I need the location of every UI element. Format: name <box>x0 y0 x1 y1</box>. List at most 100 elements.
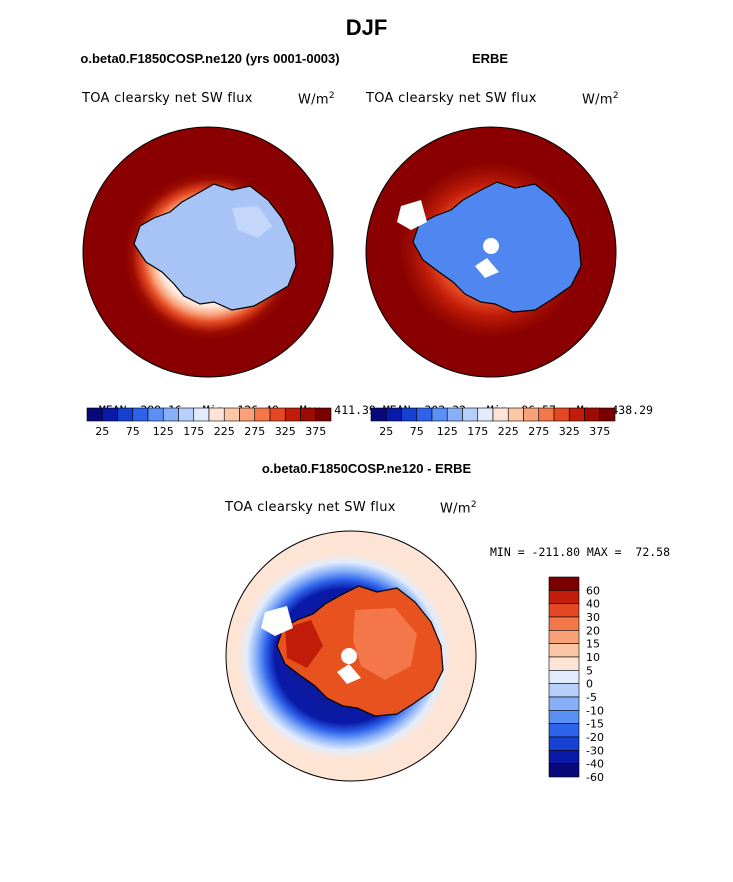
diff-colorbar-tick-label: -40 <box>586 758 604 771</box>
model-colorbar-tick-label: 175 <box>183 425 204 438</box>
model-colorbar-tick-label: 225 <box>214 425 235 438</box>
diff-colorbar-swatch <box>548 616 580 631</box>
obs-polar-map <box>365 126 617 378</box>
diff-units-exponent: 2 <box>470 500 477 510</box>
diff-map-border <box>225 530 477 782</box>
model-colorbar-swatch <box>132 407 149 422</box>
diff-colorbar-swatch <box>548 630 580 644</box>
model-colorbar-swatch <box>239 407 256 422</box>
diff-colorbar-swatch <box>548 683 580 698</box>
obs-colorbar-tick-label: 175 <box>467 425 488 438</box>
model-colorbar-tick-label: 375 <box>305 425 326 438</box>
diff-colorbar-tick-label: -5 <box>586 691 597 704</box>
diff-colorbar-swatch <box>548 603 580 618</box>
obs-colorbar-swatch <box>401 407 418 422</box>
obs-missing-data-patch-2 <box>475 258 499 278</box>
diff-missing-data-patch-2 <box>337 664 361 684</box>
diff-colorbar-swatch <box>548 763 580 778</box>
diff-colorbar-tick-label: -30 <box>586 744 604 757</box>
diff-pole-hole <box>341 648 357 664</box>
model-colorbar-swatch <box>193 407 210 422</box>
obs-colorbar-swatch <box>431 407 448 422</box>
model-colorbar-swatch <box>254 407 271 422</box>
difference-polar-map <box>225 530 477 782</box>
obs-units-text: W/m <box>582 92 613 108</box>
model-colorbar-tick-label: 275 <box>244 425 265 438</box>
obs-colorbar-swatch <box>584 407 601 422</box>
model-polar-map <box>82 126 334 378</box>
obs-colorbar-swatch <box>507 407 524 422</box>
obs-colorbar-tick-label: 25 <box>379 425 393 438</box>
diff-colorbar-swatch <box>548 723 580 738</box>
obs-units-exponent: 2 <box>612 91 619 101</box>
obs-colorbar-swatch <box>523 407 540 422</box>
diff-warm-core <box>353 608 417 680</box>
diff-colorbar-swatch <box>548 670 580 684</box>
diff-colorbar-tick-label: 15 <box>586 638 600 651</box>
diff-colorbar-swatch <box>548 710 580 724</box>
diff-missing-data-patch <box>261 606 293 636</box>
model-colorbar: 25 75 125 175 225 275 325 375 <box>86 407 332 438</box>
model-colorbar-swatch <box>147 407 164 422</box>
diff-variable-label: TOA clearsky net SW flux <box>225 500 396 515</box>
model-column-title: o.beta0.F1850COSP.ne120 (yrs 0001-0003) <box>80 51 340 66</box>
obs-colorbar: 25 75 125 175 225 275 325 375 <box>370 407 616 438</box>
diff-colorbar-tick-label: 60 <box>586 584 600 597</box>
obs-colorbar-swatch <box>492 407 509 422</box>
diff-colorbar-tick-label: 40 <box>586 598 600 611</box>
model-colorbar-tick-label: 25 <box>95 425 109 438</box>
model-units-exponent: 2 <box>328 91 335 101</box>
diff-peninsula-bias <box>285 620 323 668</box>
figure-title: DJF <box>345 15 388 40</box>
model-units-text: W/m <box>298 92 329 108</box>
obs-units-label: W/m2 <box>582 91 619 107</box>
diff-units-label: W/m2 <box>440 500 477 516</box>
diff-minmax-text: MIN = -211.80 MAX = 72.58 <box>490 545 671 559</box>
obs-column-title: ERBE <box>471 51 509 66</box>
model-colorbar-swatch <box>162 407 179 422</box>
obs-colorbar-tick-label: 375 <box>589 425 610 438</box>
obs-missing-data-patch <box>397 200 427 230</box>
diff-colorbar-swatch <box>548 736 580 751</box>
diff-colorbar-tick-label: 10 <box>586 651 600 664</box>
obs-colorbar-swatch <box>599 407 616 422</box>
diff-colorbar-swatch <box>548 696 580 711</box>
diff-colorbar-tick-label: 5 <box>586 664 593 677</box>
model-colorbar-swatch <box>86 407 103 422</box>
model-map-border <box>82 126 334 378</box>
obs-colorbar-swatch <box>370 407 387 422</box>
obs-variable-label: TOA clearsky net SW flux <box>366 91 537 106</box>
diff-colorbar-tick-label: -20 <box>586 731 604 744</box>
model-colorbar-swatch <box>117 407 134 422</box>
difference-title: o.beta0.F1850COSP.ne120 - ERBE <box>261 461 472 476</box>
diff-colorbar-swatch <box>548 576 580 591</box>
model-colorbar-swatch <box>178 407 195 422</box>
diff-colorbar-tick-label: 30 <box>586 611 600 624</box>
obs-pole-hole <box>483 238 499 254</box>
model-colorbar-swatch <box>101 407 118 422</box>
obs-colorbar-swatch <box>446 407 463 422</box>
diff-colorbar-tick-label: -10 <box>586 704 604 717</box>
model-low-flux-patch <box>232 206 272 238</box>
obs-colorbar-tick-label: 275 <box>528 425 549 438</box>
diff-colorbar-swatch <box>548 750 580 764</box>
model-variable-label: TOA clearsky net SW flux <box>82 91 253 106</box>
obs-colorbar-swatch <box>538 407 555 422</box>
model-colorbar-tick-label: 75 <box>126 425 140 438</box>
diff-colorbar-swatch <box>548 643 580 658</box>
model-colorbar-swatch <box>269 407 286 422</box>
diff-colorbar-tick-label: -15 <box>586 718 604 731</box>
model-colorbar-tick-label: 325 <box>275 425 296 438</box>
model-colorbar-swatch <box>315 407 332 422</box>
obs-colorbar-tick-label: 75 <box>410 425 424 438</box>
obs-colorbar-swatch <box>385 407 402 422</box>
diff-colorbar-tick-label: -60 <box>586 771 604 784</box>
diff-colorbar-tick-label: 0 <box>586 678 593 691</box>
obs-colorbar-swatch <box>416 407 433 422</box>
obs-colorbar-tick-label: 325 <box>559 425 580 438</box>
obs-map-border <box>365 126 617 378</box>
obs-colorbar-swatch <box>477 407 494 422</box>
obs-colorbar-tick-label: 125 <box>437 425 458 438</box>
obs-colorbar-swatch <box>553 407 570 422</box>
